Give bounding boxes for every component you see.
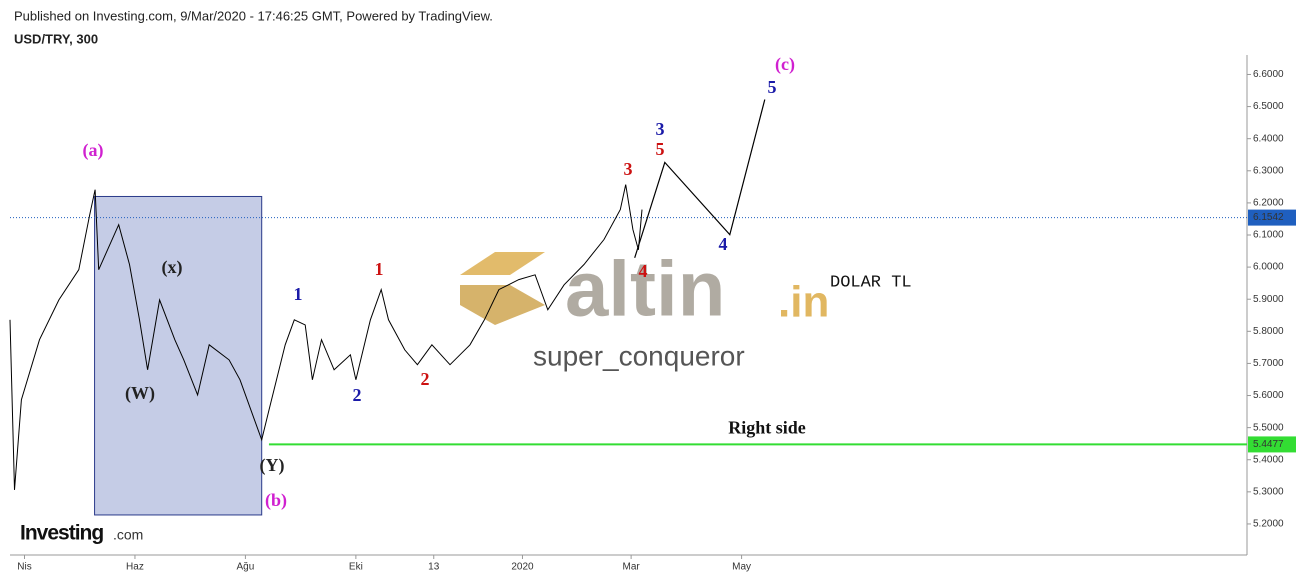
wave-label: 1	[375, 259, 384, 279]
y-tick-label: 5.6000	[1253, 390, 1284, 401]
price-label: 6.1542	[1253, 212, 1284, 223]
projection	[634, 99, 766, 258]
y-tick-label: 6.2000	[1253, 198, 1284, 209]
wave-label: (W)	[125, 383, 155, 404]
support-value: 5.4477	[1253, 439, 1284, 450]
wave-label: (c)	[775, 54, 795, 75]
x-tick-label: Nis	[17, 562, 31, 573]
y-tick-label: 5.9000	[1253, 294, 1284, 305]
x-tick-label: Eki	[349, 562, 363, 573]
wave-label: 1	[294, 284, 303, 304]
x-tick-label: Mar	[623, 562, 641, 573]
x-tick-label: May	[732, 562, 751, 573]
y-tick-label: 6.6000	[1253, 69, 1284, 80]
y-tick-label: 5.3000	[1253, 486, 1284, 497]
brand-suffix: .com	[113, 527, 143, 543]
y-tick-label: 6.0000	[1253, 262, 1284, 273]
y-tick-label: 5.4000	[1253, 454, 1284, 465]
watermark-logo	[460, 252, 545, 325]
wave-label: 4	[639, 261, 648, 281]
y-tick-label: 6.5000	[1253, 101, 1284, 112]
support-label: Right side	[728, 418, 806, 438]
y-tick-label: 6.3000	[1253, 165, 1284, 176]
watermark-suffix: .in	[778, 278, 829, 327]
y-tick-label: 6.1000	[1253, 230, 1284, 241]
chart-title: USD/TRY, 300	[14, 31, 98, 46]
x-tick-label: Ağu	[237, 562, 255, 573]
wave-label: (b)	[265, 490, 287, 511]
wave-label: 5	[768, 77, 777, 97]
wave-label: (Y)	[260, 455, 285, 476]
y-tick-label: 5.8000	[1253, 326, 1284, 337]
y-tick-label: 5.7000	[1253, 358, 1284, 369]
wave-box	[94, 195, 263, 516]
y-tick-label: 5.5000	[1253, 422, 1284, 433]
wave-label: 4	[719, 234, 728, 254]
y-tick-label: 5.2000	[1253, 519, 1284, 530]
price-label-box	[1248, 209, 1296, 226]
wave-label: 3	[624, 159, 633, 179]
x-tick-label: 13	[428, 562, 440, 573]
x-tick-label: 2020	[511, 562, 534, 573]
wave-label: (a)	[83, 140, 104, 161]
watermark: altin	[565, 245, 725, 333]
price-series	[9, 184, 643, 490]
x-tick-label: Haz	[126, 562, 144, 573]
author: super_conqueror	[533, 340, 745, 371]
y-tick-label: 6.4000	[1253, 133, 1284, 144]
support-label-box	[1248, 436, 1296, 453]
wave-label: 2	[421, 369, 430, 389]
published-note: Published on Investing.com, 9/Mar/2020 -…	[14, 8, 493, 23]
wave-label: 2	[353, 385, 362, 405]
wave-label: 5	[656, 139, 665, 159]
wave-label: 3	[656, 119, 665, 139]
wave-label: (x)	[162, 257, 183, 278]
note: DOLAR TL	[830, 273, 912, 292]
brand: Investing	[20, 522, 103, 545]
